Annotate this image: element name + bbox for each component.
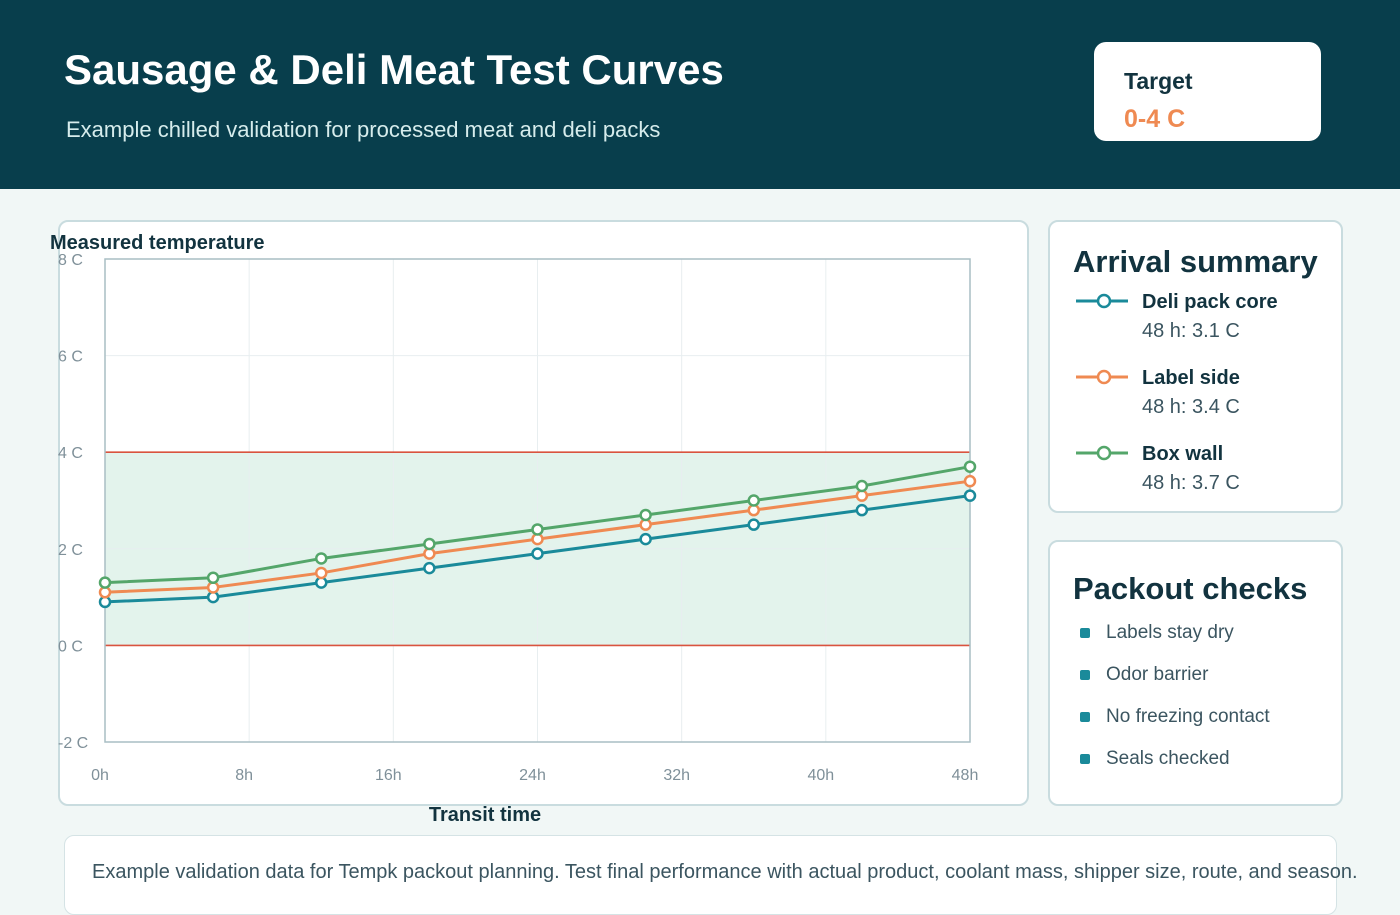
- legend-series-name: Deli pack core: [1142, 291, 1278, 313]
- bullet-icon: [1080, 712, 1090, 722]
- bullet-icon: [1080, 670, 1090, 680]
- y-tick-label: -2 C: [58, 735, 88, 752]
- legend-line-marker-icon: [1076, 445, 1128, 461]
- series-0-point: [639, 532, 652, 546]
- series-0-point: [423, 561, 436, 575]
- x-tick-label: 40h: [807, 767, 834, 784]
- series-0-point: [963, 489, 977, 502]
- y-axis-title: Measured temperature: [50, 232, 265, 254]
- series-2-point: [206, 571, 220, 585]
- legend-item-deli-pack-core: Deli pack core 48 h: 3.1 C: [1073, 291, 1333, 347]
- y-tick-label: 0 C: [58, 638, 83, 655]
- packout-checks-card: Packout checks Labels stay dry Odor barr…: [1048, 540, 1343, 806]
- arrival-summary-title: Arrival summary: [1073, 244, 1318, 279]
- disclaimer-footer: Example validation data for Tempk packou…: [64, 835, 1358, 915]
- packout-checks-title: Packout checks: [1073, 571, 1308, 606]
- target-label: Target: [1124, 68, 1193, 94]
- header-banner: Sausage & Deli Meat Test Curves Example …: [0, 0, 1400, 189]
- series-0-point: [855, 503, 869, 517]
- series-2-point: [423, 537, 436, 551]
- page-title: Sausage & Deli Meat Test Curves: [64, 46, 724, 93]
- legend-series-value: 48 h: 3.4 C: [1142, 396, 1240, 418]
- x-tick-label: 48h: [952, 767, 979, 784]
- series-2-point: [98, 576, 112, 589]
- series-2-point: [747, 494, 760, 507]
- check-item-label: Labels stay dry: [1106, 622, 1234, 643]
- target-card: Target 0-4 C: [1094, 42, 1321, 141]
- check-item-label: No freezing contact: [1106, 706, 1270, 727]
- target-value: 0-4 C: [1124, 105, 1186, 133]
- legend-series-name: Box wall: [1142, 443, 1224, 465]
- disclaimer-text: Example validation data for Tempk packou…: [92, 861, 1358, 883]
- legend-item-label-side: Label side 48 h: 3.4 C: [1073, 367, 1333, 423]
- series-0-point: [531, 547, 544, 560]
- series-0-point: [747, 518, 760, 531]
- y-tick-label: 6 C: [58, 349, 83, 366]
- x-tick-label: 32h: [663, 767, 690, 784]
- series-2-point: [639, 508, 652, 522]
- legend-item-box-wall: Box wall 48 h: 3.7 C: [1073, 443, 1333, 499]
- y-tick-label: 2 C: [58, 542, 83, 559]
- legend-series-name: Label side: [1142, 367, 1240, 389]
- series-1-point: [963, 474, 977, 488]
- x-tick-label: 24h: [519, 767, 546, 784]
- check-item-label: Seals checked: [1106, 748, 1230, 769]
- y-tick-label: 4 C: [58, 445, 83, 462]
- legend-line-marker-icon: [1076, 293, 1128, 309]
- bullet-icon: [1080, 628, 1090, 638]
- x-tick-label: 8h: [235, 767, 253, 784]
- x-tick-label: 0h: [91, 767, 109, 784]
- series-2-point: [963, 460, 977, 473]
- arrival-summary-card: Arrival summary Deli pack core 48 h: 3.1…: [1048, 220, 1343, 513]
- page-subtitle: Example chilled validation for processed…: [66, 117, 661, 142]
- legend-line-marker-icon: [1076, 369, 1128, 385]
- legend-series-value: 48 h: 3.1 C: [1142, 320, 1240, 342]
- legend-series-value: 48 h: 3.7 C: [1142, 472, 1240, 494]
- series-2-point: [315, 552, 328, 565]
- series-2-point: [531, 523, 544, 536]
- check-item-label: Odor barrier: [1106, 664, 1209, 685]
- x-axis-title: Transit time: [429, 804, 541, 826]
- y-tick-label: 8 C: [58, 252, 83, 269]
- x-tick-label: 16h: [375, 767, 402, 784]
- bullet-icon: [1080, 754, 1090, 764]
- series-2-point: [855, 479, 869, 493]
- series-1-point: [315, 566, 328, 580]
